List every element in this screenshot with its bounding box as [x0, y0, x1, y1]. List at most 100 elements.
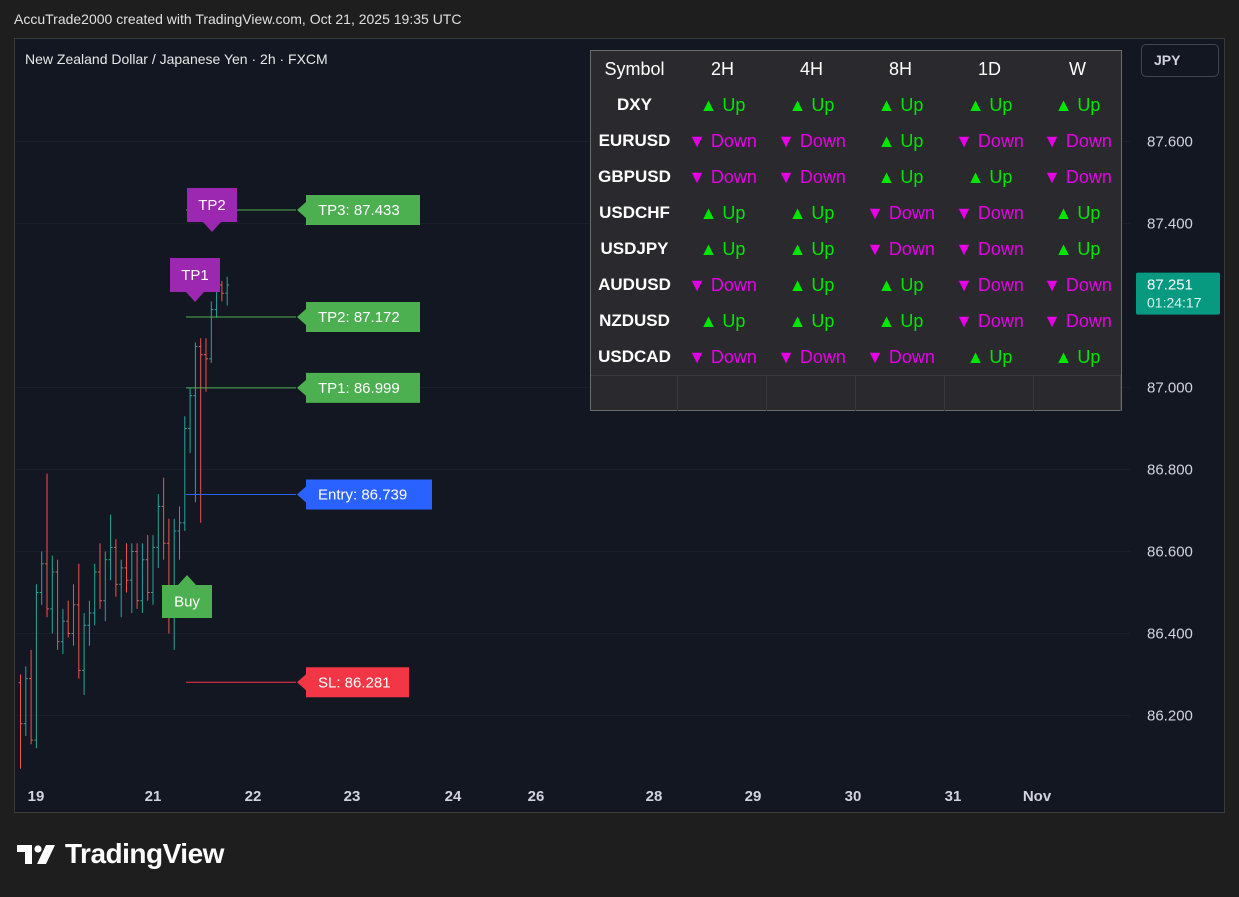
table-header-cell: 8H	[888, 58, 912, 79]
time-tick-label: 23	[344, 788, 361, 805]
buy-marker[interactable]	[162, 575, 212, 618]
time-tick-label: 29	[745, 788, 762, 805]
trend-cell: ▼ Down	[955, 130, 1024, 151]
trend-cell: ▲ Up	[966, 166, 1013, 187]
tp2_hit-marker-text: TP2	[198, 197, 226, 214]
trend-cell: ▲ Up	[788, 202, 835, 223]
candle	[55, 559, 60, 650]
candle	[45, 473, 49, 618]
time-tick-label: 21	[145, 788, 162, 805]
attribution-text: AccuTrade2000 created with TradingView.c…	[14, 11, 462, 27]
trend-cell: ▼ Down	[688, 274, 757, 295]
trend-cell: ▲ Up	[877, 166, 924, 187]
trend-cell: ▲ Up	[877, 94, 924, 115]
candle	[209, 301, 214, 363]
candle	[119, 559, 124, 618]
trend-cell: ▲ Up	[788, 274, 835, 295]
last-price-tag	[1136, 272, 1220, 315]
trend-table: Symbol 2H 4H 8H 1D W DXY ▲ Up ▲ Up ▲ Up ▲ Up ▲ Up EU…	[590, 50, 1122, 411]
candle	[50, 555, 55, 634]
candle	[188, 387, 193, 454]
tp2-level-label[interactable]	[297, 301, 420, 332]
candle	[172, 518, 177, 650]
table-header-cell: 1D	[977, 58, 1001, 79]
time-tick-label: 28	[646, 788, 663, 805]
tp2_hit-marker[interactable]	[187, 188, 237, 232]
candle	[113, 539, 118, 597]
time-tick-label: 31	[945, 788, 962, 805]
empty-cell	[767, 375, 856, 411]
tp3-level-text: TP3: 87.433	[318, 202, 400, 219]
candle	[60, 608, 65, 654]
candle	[18, 674, 23, 769]
candle	[103, 551, 108, 622]
trend-cell: ▲ Up	[699, 310, 746, 331]
trend-cell: ▲ Up	[877, 310, 924, 331]
candle	[177, 506, 182, 560]
candle	[34, 584, 39, 749]
candle	[82, 613, 87, 695]
last-price-value: 87.251	[1147, 277, 1193, 294]
trend-cell: ▲ Up	[788, 310, 835, 331]
sl-level-label[interactable]	[297, 667, 409, 698]
trend-cell: ▲ Up	[788, 238, 835, 259]
candle	[151, 535, 155, 605]
table-symbol-cell: EURUSD	[598, 131, 671, 150]
candle	[156, 494, 161, 568]
trend-cell: ▲ Up	[877, 130, 924, 151]
time-tick-label: 30	[845, 788, 862, 805]
trend-cell: ▲ Up	[788, 94, 835, 115]
price-tick-label: 86.800	[1147, 462, 1193, 479]
trend-cell: ▼ Down	[866, 238, 935, 259]
sl-level-text: SL: 86.281	[318, 674, 391, 691]
empty-cell	[1034, 375, 1121, 411]
candle	[135, 543, 140, 609]
candle	[71, 584, 76, 646]
table-symbol-cell: NZDUSD	[599, 311, 670, 330]
candle	[23, 666, 28, 736]
tradingview-logo[interactable]: TradingView	[17, 838, 224, 870]
price-tick-label: 86.200	[1147, 708, 1193, 725]
candle	[92, 563, 97, 626]
candle	[76, 563, 81, 679]
candle	[140, 543, 145, 613]
trend-cell: ▼ Down	[777, 130, 846, 151]
buy-marker-text: Buy	[174, 594, 200, 611]
candle	[108, 514, 113, 581]
tradingview-logo-icon	[17, 845, 55, 864]
time-tick-label: 19	[28, 788, 45, 805]
trend-cell: ▼ Down	[1043, 166, 1112, 187]
trend-cell: ▼ Down	[955, 238, 1024, 259]
table-symbol-cell: USDCAD	[598, 347, 671, 366]
symbol-title: New Zealand Dollar / Japanese Yen · 2h ·…	[25, 51, 328, 67]
candle	[66, 600, 71, 638]
table-header-cell: 2H	[710, 58, 734, 79]
tradingview-logo-text: TradingView	[65, 838, 224, 869]
tp1-level-label[interactable]	[297, 372, 420, 403]
trend-cell: ▼ Down	[955, 202, 1024, 223]
tp1_hit-marker[interactable]	[170, 258, 220, 302]
time-tick-label: Nov	[1023, 788, 1052, 805]
candle	[129, 543, 134, 613]
trend-cell: ▼ Down	[1043, 274, 1112, 295]
trend-cell: ▲ Up	[699, 238, 746, 259]
table-symbol-cell: USDCHF	[599, 203, 670, 222]
trend-cell: ▼ Down	[777, 166, 846, 187]
table-header-cell: 4H	[799, 58, 823, 79]
table-symbol-cell: DXY	[617, 95, 652, 114]
candle	[87, 600, 92, 646]
candle	[198, 338, 203, 523]
trend-cell: ▼ Down	[777, 346, 846, 367]
time-tick-label: 26	[528, 788, 545, 805]
entry-level-label[interactable]	[297, 479, 432, 510]
price-tick-label: 87.600	[1147, 134, 1193, 151]
candle	[161, 477, 166, 560]
tp3-level-label[interactable]	[297, 194, 420, 225]
currency-button[interactable]: JPY	[1141, 44, 1219, 77]
bar-countdown: 01:24:17	[1147, 295, 1202, 311]
tp1_hit-marker-text: TP1	[181, 267, 209, 284]
candle	[182, 416, 187, 531]
price-tick-label: 87.400	[1147, 216, 1193, 233]
trend-cell: ▼ Down	[688, 130, 757, 151]
